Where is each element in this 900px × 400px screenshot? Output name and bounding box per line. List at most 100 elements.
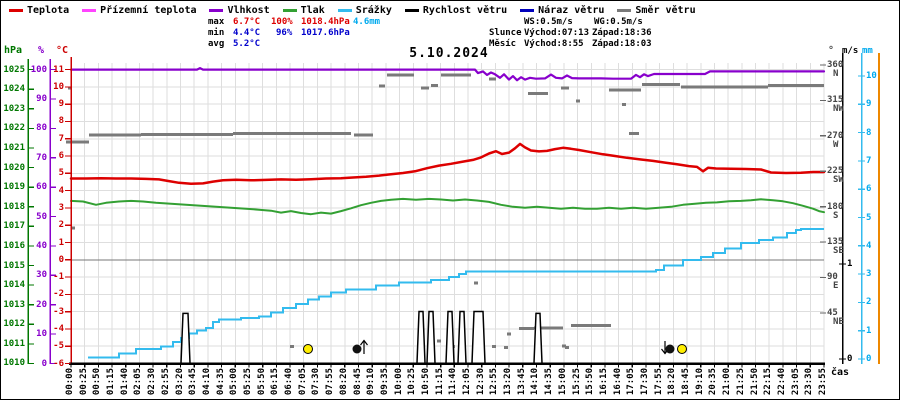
time-tick-label: 23:05 <box>790 368 801 396</box>
time-tick-label: 09:35 <box>379 368 390 396</box>
moon-marker-icon <box>665 344 675 354</box>
stat-max-humidity: 100% <box>271 17 293 27</box>
stat-min-temp: 4.4°C <box>233 28 261 38</box>
time-tick-label: 02:05 <box>133 368 144 396</box>
axis-tick-label: 1016 <box>3 240 25 251</box>
time-tick-label: 02:55 <box>160 368 171 396</box>
moonset-time: Západ:18:03 <box>592 39 652 49</box>
axis-tick-label: 0 <box>847 354 853 364</box>
legend-item-3: Tlak <box>282 5 325 16</box>
legend-label: Tlak <box>300 5 325 16</box>
axis-tick-label: 2 <box>58 220 64 231</box>
Vlhkost-series <box>69 66 826 82</box>
axis-tick-label: 40 <box>36 240 47 251</box>
Teplota-series <box>69 142 826 185</box>
time-tick-label: 17:05 <box>626 368 637 396</box>
legend-swatch <box>282 9 297 12</box>
axis-tick-label: 1015 <box>3 260 25 271</box>
axes <box>27 53 880 368</box>
axis-tick-label: 1010 <box>3 358 25 369</box>
time-tick-label: 07:55 <box>325 368 336 396</box>
time-tick-label: 16:15 <box>598 368 609 396</box>
axis-tick-label: 0 <box>866 354 872 364</box>
axis-tick-label: 5 <box>58 168 64 179</box>
moonrise-time: Východ:8:55 <box>524 39 584 49</box>
axis-tick-label: 8 <box>866 127 872 138</box>
time-tick-label: 08:20 <box>338 368 349 396</box>
axis-tick-label: 2 <box>866 297 872 308</box>
legend: Teplota Přízemní teplota Vlhkost Tlak Srážky… <box>9 5 696 16</box>
axis-tick-label: NW <box>833 104 844 115</box>
legend-label: Přízemní teplota <box>100 5 197 16</box>
legend-swatch <box>337 9 352 12</box>
axis-tick-label: 180 <box>827 201 844 212</box>
legend-item-0: Teplota <box>9 5 69 16</box>
time-tick-label: 21:50 <box>749 368 760 396</box>
time-tick-label: 14:10 <box>530 368 541 396</box>
axis-tick-label: -3 <box>53 306 64 317</box>
wind-speed-series <box>180 310 543 364</box>
Tlak-series <box>70 197 825 216</box>
time-tick-label: 05:50 <box>256 368 267 396</box>
axis-tick-label: 225 <box>827 166 844 177</box>
time-tick-label: 15:50 <box>585 368 596 396</box>
axis-tick-label: -2 <box>53 289 64 300</box>
stat-max-temp: 6.7°C <box>233 17 261 27</box>
legend-item-4: Srážky <box>337 5 392 16</box>
astro-markers <box>303 339 687 355</box>
time-tick-label: 06:40 <box>284 368 295 396</box>
time-axis-unit: čas <box>831 367 850 378</box>
axis-tick-label: 100 <box>30 64 47 75</box>
sunset-time: Západ:18:36 <box>592 28 652 38</box>
time-tick-label: 12:55 <box>489 368 500 396</box>
axis-tick-label: -6 <box>53 358 64 369</box>
wind-direction-series <box>66 73 824 350</box>
axis-tick-label: 90 <box>36 93 47 104</box>
time-tick-label: 21:25 <box>735 368 746 396</box>
stat-min-label: min <box>208 28 225 38</box>
axis-tick-label: 0 <box>41 358 47 369</box>
time-tick-label: 11:15 <box>434 368 445 396</box>
chart-title: 5.10.2024 <box>409 46 489 61</box>
axis-tick-label: 1014 <box>3 280 25 291</box>
legend-swatch <box>520 9 535 12</box>
time-tick-label: 23:30 <box>804 368 815 396</box>
axis-tick-label: 4 <box>58 185 64 196</box>
time-tick-label: 03:20 <box>174 368 185 396</box>
time-tick-label: 01:15 <box>106 368 117 396</box>
axis-tick-label: SE <box>833 246 844 257</box>
axis-tick-label: 8 <box>58 116 64 127</box>
legend-label: Rychlost větru <box>422 5 508 16</box>
axis-tick-label: 45 <box>827 307 838 318</box>
time-tick-label: 10:50 <box>420 368 431 396</box>
arrow-up-icon <box>360 339 368 346</box>
time-tick-label: 06:15 <box>270 368 281 396</box>
sun-marker-icon <box>303 344 313 354</box>
axis-tick-label: 1 <box>58 237 64 248</box>
direction-axis-unit: ° <box>828 45 835 56</box>
legend-label: Směr větru <box>635 5 696 16</box>
legend-item-6: Náraz větru <box>520 5 604 16</box>
axis-tick-label: 10 <box>866 71 877 81</box>
axis-tick-label: 10 <box>36 329 47 340</box>
axis-tick-label: 360 <box>827 60 844 70</box>
wind-axis-unit: m/s <box>842 46 859 56</box>
time-tick-label: 15:25 <box>571 368 582 396</box>
time-tick-label: 22:40 <box>776 368 787 396</box>
time-tick-label: 10:00 <box>393 368 404 396</box>
legend-label: Náraz větru <box>538 5 605 16</box>
time-tick-label: 17:30 <box>640 368 651 396</box>
pressure-axis-unit: hPa <box>4 45 23 56</box>
legend-swatch <box>617 9 632 12</box>
time-tick-label: 00:50 <box>92 368 103 396</box>
axis-tick-label: W <box>833 139 839 150</box>
legend-item-7: Směr větru <box>617 5 696 16</box>
axis-tick-label: 90 <box>827 272 838 283</box>
axis-tick-label: -5 <box>53 341 64 352</box>
temperature-axis-unit: °C <box>56 45 69 56</box>
time-tick-label: 00:25 <box>78 368 89 396</box>
time-tick-label: 13:45 <box>516 368 527 396</box>
legend-swatch <box>404 9 419 12</box>
moon-marker-icon <box>352 344 362 354</box>
time-tick-label: 04:35 <box>215 368 226 396</box>
